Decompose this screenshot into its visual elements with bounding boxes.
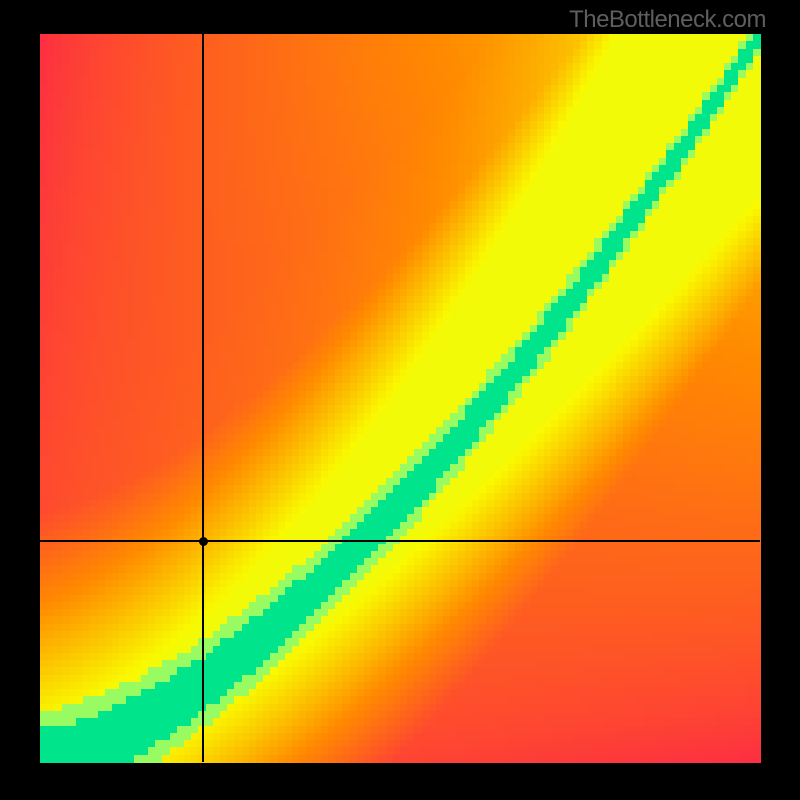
crosshair-horizontal: [40, 540, 760, 542]
crosshair-marker-dot: [199, 537, 208, 546]
watermark-text: TheBottleneck.com: [569, 6, 766, 34]
crosshair-vertical: [202, 34, 204, 762]
chart-container: TheBottleneck.com: [0, 0, 800, 800]
bottleneck-heatmap: [40, 34, 760, 762]
